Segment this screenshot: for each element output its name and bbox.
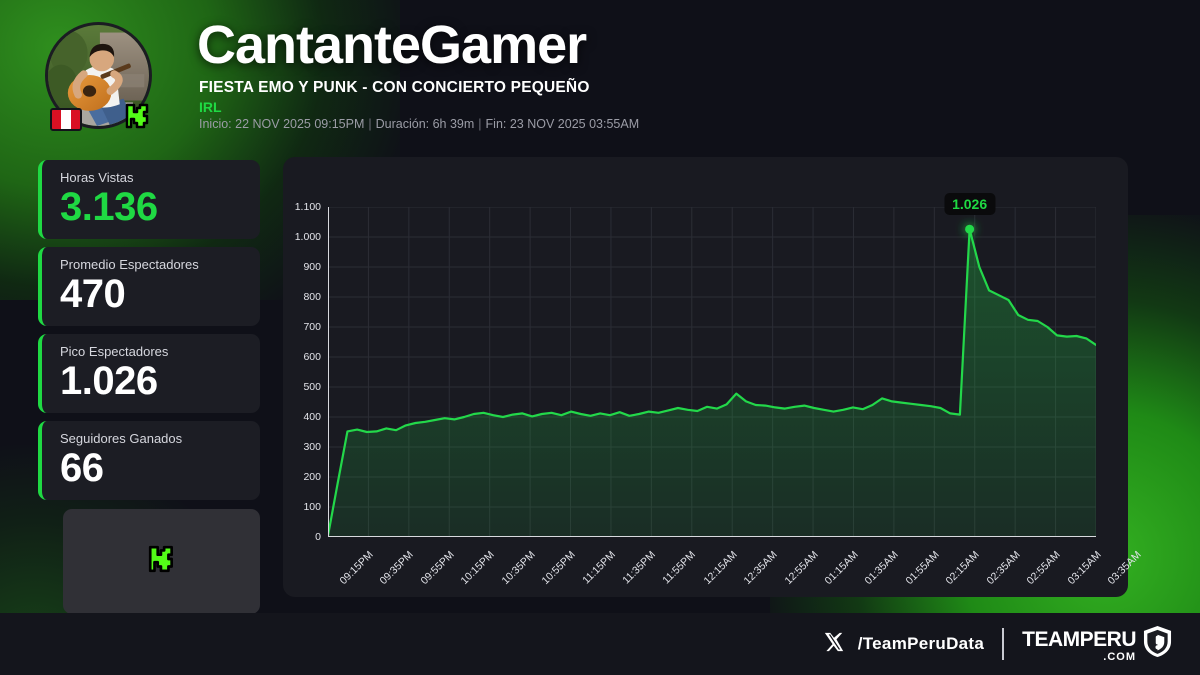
stat-card-seguidores-ganados: Seguidores Ganados 66: [38, 421, 260, 500]
chart-x-tick: 03:15AM: [1065, 548, 1104, 588]
chart-x-tick: 11:55PM: [660, 548, 699, 587]
stream-title: FIESTA EMO Y PUNK - CON CONCIERTO PEQUEÑ…: [199, 79, 590, 96]
chart-x-tick: 09:15PM: [337, 548, 376, 588]
brand-logo: TEAMPERU .COM: [1022, 625, 1172, 663]
footer-divider: [1002, 628, 1005, 660]
chart-y-tick: 300: [303, 441, 321, 453]
stat-label: Seguidores Ganados: [60, 431, 183, 446]
chart-area-fill: [328, 229, 1096, 537]
chart-x-tick: 12:15AM: [701, 548, 740, 588]
chart-x-tick: 11:35PM: [620, 548, 658, 587]
brand-tld: .COM: [1103, 651, 1136, 663]
chart-y-tick: 100: [303, 501, 321, 513]
x-twitter-icon: [823, 631, 845, 658]
chart-y-tick: 400: [303, 411, 321, 423]
stat-label: Horas Vistas: [60, 170, 134, 185]
chart-line: [328, 228, 1096, 537]
chart-peak-marker[interactable]: [965, 224, 975, 234]
meta-separator-1: |: [368, 117, 372, 131]
chart-y-tick: 200: [303, 471, 321, 483]
stream-header: CantanteGamer FIESTA EMO Y PUNK - CON CO…: [0, 0, 1200, 150]
brand-text: TEAMPERU .COM: [1022, 629, 1136, 663]
shield-icon: [1143, 625, 1172, 663]
chart-x-tick: 10:35PM: [499, 548, 538, 588]
chart-x-tick: 10:55PM: [539, 548, 578, 588]
stat-card-horas-vistas: Horas Vistas 3.136: [38, 160, 260, 239]
peru-flag-icon: [50, 108, 82, 131]
chart-plot-area: 0 100 200 300 400 500 600 700 800 900 1.000 1.100 0…: [295, 193, 1144, 587]
chart-x-tick: 02:35AM: [984, 548, 1023, 588]
meta-end: Fin: 23 NOV 2025 03:55AM: [485, 117, 640, 131]
platform-card-kick: [63, 509, 260, 614]
chart-x-tick: 01:35AM: [862, 548, 902, 588]
chart-y-tick: 900: [303, 261, 321, 273]
meta-separator-2: |: [478, 117, 482, 131]
avatar: [45, 22, 155, 132]
chart-x-tick: 03:35AM: [1105, 548, 1144, 588]
chart-y-tick: 1.100: [294, 201, 321, 213]
viewers-chart-panel: 0 100 200 300 400 500 600 700 800 900 1.000 1.100 0…: [283, 157, 1144, 597]
chart-y-tick: 0: [315, 531, 321, 543]
stat-value: 66: [60, 446, 104, 491]
chart-x-tick: 10:15PM: [458, 548, 497, 588]
social-handle-text: /TeamPeruData: [857, 634, 985, 653]
brand-name: TEAMPERU: [1022, 628, 1136, 651]
avatar-image: [45, 22, 152, 129]
chart-x-tick: 01:15AM: [822, 548, 861, 588]
stat-value: 3.136: [60, 185, 158, 230]
stat-card-promedio-espectadores: Promedio Espectadores 470: [38, 247, 260, 326]
chart-peak-tooltip: 1.026: [944, 193, 996, 216]
stats-column: Horas Vistas 3.136 Promedio Espectadores…: [38, 160, 260, 614]
stream-category: IRL: [199, 99, 222, 115]
stat-value: 1.026: [60, 359, 158, 404]
chart-y-tick: 1.000: [294, 231, 321, 243]
chart-x-tick: 01:55AM: [903, 548, 942, 588]
chart-y-tick: 700: [303, 321, 321, 333]
kick-logo-icon: [121, 100, 155, 132]
kick-logo-icon: [147, 545, 177, 578]
chart-y-tick: 500: [303, 381, 321, 393]
viewers-area-chart: [328, 207, 1096, 537]
chart-x-tick: 09:55PM: [418, 548, 457, 588]
chart-x-tick: 02:15AM: [943, 548, 983, 588]
page-title: CantanteGamer: [197, 15, 587, 75]
meta-duration: Duración: 6h 39m: [375, 117, 475, 131]
stat-label: Promedio Espectadores: [60, 257, 199, 272]
chart-x-tick: 09:35PM: [377, 548, 417, 588]
footer-bar: /TeamPeruData TEAMPERU .COM: [0, 613, 1200, 675]
stream-meta: Inicio: 22 NOV 2025 09:15PM | Duración: 6h…: [199, 117, 639, 131]
stat-value: 470: [60, 272, 126, 317]
chart-x-tick: 11:15PM: [579, 548, 618, 587]
stat-card-pico-espectadores: Pico Espectadores 1.026: [38, 334, 260, 413]
chart-x-tick: 12:55AM: [782, 548, 821, 588]
chart-y-tick: 800: [303, 291, 321, 303]
social-handle-group[interactable]: /TeamPeruData: [823, 631, 984, 658]
meta-start: Inicio: 22 NOV 2025 09:15PM: [199, 117, 365, 131]
chart-y-tick: 600: [303, 351, 321, 363]
chart-x-tick: 02:55AM: [1024, 548, 1063, 588]
chart-x-tick: 12:35AM: [741, 548, 780, 588]
stat-label: Pico Espectadores: [60, 344, 169, 359]
avatar-photo: [48, 25, 149, 126]
